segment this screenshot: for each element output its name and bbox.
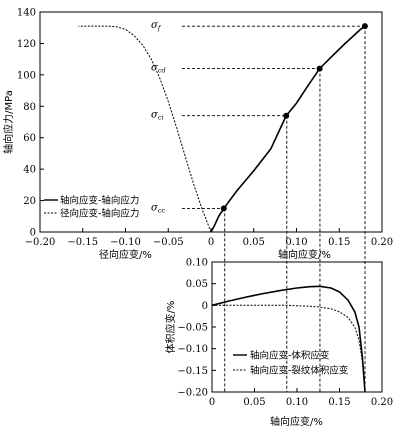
top-legend: 轴向应变-轴向应力 径向应变-轴向应力 [44, 195, 139, 220]
bottom-chart: 0 0.05 0.10 0.15 0.20 0.10 0.05 0 −0.05 −0.10 −0.1… [164, 258, 393, 429]
top-x-tick-label: 0.10 [285, 237, 307, 248]
top-x-tick-label: −0.20 [25, 237, 56, 248]
stress-marker-label: σf [151, 20, 162, 32]
bottom-y-tick-label: −0.05 [177, 323, 208, 334]
bottom-y-tick-label: −0.10 [177, 344, 208, 355]
top-x-tick-label: −0.05 [153, 237, 184, 248]
bottom-x-tick-label: 0.10 [286, 397, 308, 408]
bottom-y-axis-label: 体积应变/% [164, 301, 177, 354]
bottom-y-tick-label: 0.05 [186, 279, 208, 290]
bottom-x-tick-label: 0.15 [328, 397, 350, 408]
stress-marker-label: σcd [151, 63, 166, 75]
top-guide-lines [182, 25, 366, 392]
bottom-series-volumetric-strain-line [211, 285, 366, 393]
top-series-axial-stress-line [210, 25, 366, 233]
bottom-x-tick-label: 0.05 [243, 397, 265, 408]
top-axis-ticks: −0.20 −0.15 −0.10 −0.05 0 0.05 0.10 0.15 0.20 0 20… [17, 8, 393, 249]
stress-marker-point [220, 205, 227, 212]
bottom-x-tick-label: 0.20 [371, 397, 393, 408]
top-y-tick-label: 20 [23, 196, 36, 207]
bottom-legend-entry-2: 轴向应变-裂纹体积应变 [250, 365, 349, 377]
top-y-tick-label: 120 [17, 39, 36, 50]
top-y-tick-label: 0 [30, 228, 36, 239]
stress-marker-label: σci [151, 110, 164, 122]
stress-marker-point [316, 65, 323, 72]
bottom-legend-entry-1: 轴向应变-体积应变 [250, 350, 330, 362]
top-legend-entry-2: 径向应变-轴向应力 [60, 208, 139, 220]
top-y-tick-label: 40 [23, 165, 36, 176]
top-x-tick-label: −0.10 [110, 237, 141, 248]
top-x-tick-label: 0.15 [328, 237, 350, 248]
stress-marker-label: σcc [151, 202, 165, 214]
bottom-y-tick-label: 0 [202, 301, 208, 312]
bottom-axis-ticks: 0 0.05 0.10 0.15 0.20 0.10 0.05 0 −0.05 −0.10 −0.1… [177, 258, 393, 409]
bottom-series-crack-volumetric-strain-line [212, 304, 366, 393]
top-x-tick-label: 0.20 [371, 237, 393, 248]
top-x-axis-label: 径向应变/% [99, 248, 152, 261]
stress-marker-point [283, 112, 290, 119]
top-x-tick-label: 0.05 [243, 237, 265, 248]
top-legend-entry-1: 轴向应变-轴向应力 [60, 195, 139, 207]
top-y-tick-label: 80 [23, 102, 36, 113]
top-stress-markers: σcc σci σcd σf [151, 20, 368, 214]
top-series-radial-stress-line [78, 25, 212, 233]
bottom-y-tick-label: −0.20 [177, 388, 208, 399]
bottom-x-tick-label: 0 [209, 397, 215, 408]
bottom-legend: 轴向应变-体积应变 轴向应变-裂纹体积应变 [233, 350, 349, 377]
bottom-x-axis-label: 轴向应变/% [270, 415, 323, 428]
top-y-axis-label: 轴向应力/MPa [2, 90, 15, 154]
stress-marker-point [361, 23, 368, 30]
top-y-tick-label: 100 [17, 70, 36, 81]
top-x-tick-label: −0.15 [67, 237, 98, 248]
top-y-tick-label: 60 [23, 133, 36, 144]
top-x-axis-label-2: 轴向应变/% [278, 248, 331, 261]
top-x-tick-label: 0 [208, 237, 214, 248]
bottom-y-tick-label: 0.10 [186, 258, 208, 269]
bottom-y-tick-label: −0.15 [177, 366, 208, 377]
top-y-tick-label: 140 [17, 8, 36, 19]
top-chart: −0.20 −0.15 −0.10 −0.05 0 0.05 0.10 0.15 0.20 0 20… [2, 8, 393, 392]
